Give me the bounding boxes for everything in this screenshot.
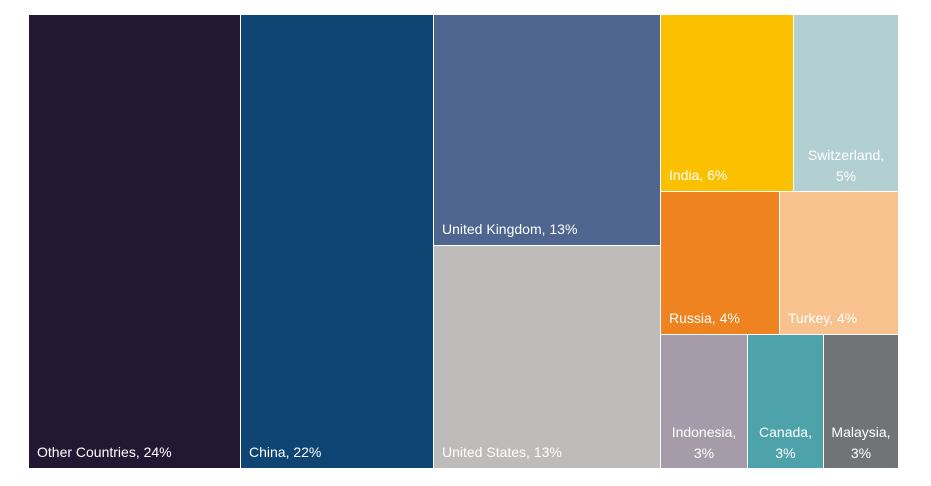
treemap-label-malaysia: Malaysia, 3%	[831, 424, 890, 461]
treemap-rect-china	[241, 15, 433, 468]
treemap-label-india: India, 6%	[669, 167, 727, 183]
treemap-label-china: China, 22%	[249, 444, 321, 460]
treemap-label-switzerland: Switzerland, 5%	[808, 147, 884, 184]
treemap-rect-india	[661, 15, 793, 191]
treemap-label-indonesia: Indonesia, 3%	[672, 424, 737, 461]
treemap-cell-united-kingdom: United Kingdom, 13%	[434, 15, 660, 245]
treemap-cell-turkey: Turkey, 4%	[780, 192, 898, 334]
treemap-rect-united-states	[434, 246, 660, 468]
treemap-rect-switzerland	[794, 15, 898, 191]
treemap-cell-canada: Canada, 3%	[748, 335, 823, 468]
treemap-cell-switzerland: Switzerland, 5%	[794, 15, 898, 191]
treemap-cell-india: India, 6%	[661, 15, 793, 191]
treemap-cell-china: China, 22%	[241, 15, 433, 468]
treemap-cell-indonesia: Indonesia, 3%	[661, 335, 747, 468]
treemap-cell-malaysia: Malaysia, 3%	[824, 335, 898, 468]
treemap-label-russia: Russia, 4%	[669, 310, 740, 326]
treemap-label-united-kingdom: United Kingdom, 13%	[442, 221, 577, 237]
treemap-rect-canada	[748, 335, 823, 468]
treemap-label-united-states: United States, 13%	[442, 444, 562, 460]
treemap-label-other-countries: Other Countries, 24%	[37, 444, 172, 460]
treemap-label-turkey: Turkey, 4%	[788, 310, 857, 326]
treemap-rect-turkey	[780, 192, 898, 334]
treemap-cell-united-states: United States, 13%	[434, 246, 660, 468]
treemap-rect-russia	[661, 192, 779, 334]
treemap-rect-malaysia	[824, 335, 898, 468]
treemap-rect-indonesia	[661, 335, 747, 468]
treemap-rect-other-countries	[29, 15, 240, 468]
treemap-cell-other-countries: Other Countries, 24%	[29, 15, 240, 468]
treemap-rect-united-kingdom	[434, 15, 660, 245]
treemap-label-canada: Canada, 3%	[759, 424, 812, 461]
treemap-cell-russia: Russia, 4%	[661, 192, 779, 334]
